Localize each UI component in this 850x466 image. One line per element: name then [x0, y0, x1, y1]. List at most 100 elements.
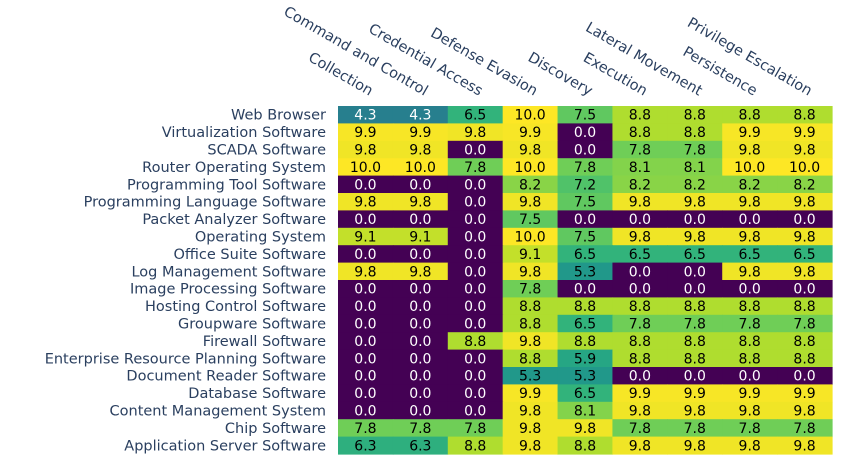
- cell-value-label: 7.8: [519, 282, 541, 298]
- cell-value-label: 0.0: [409, 212, 431, 228]
- cell-value-label: 5.9: [574, 351, 596, 367]
- heatmap-cell: [667, 384, 723, 403]
- cell-value-label: 0.0: [409, 351, 431, 367]
- heatmap-cell: [502, 314, 559, 333]
- cell-value-label: 0.0: [409, 177, 431, 193]
- heatmap-cell: [612, 349, 668, 368]
- y-tick-label-document-reader-software: Document Reader Software: [126, 369, 326, 385]
- heatmap-cell: [777, 314, 833, 333]
- heatmap-cell: [612, 158, 668, 177]
- cell-value-label: 8.8: [629, 334, 651, 350]
- cell-value-label: 7.8: [629, 421, 651, 437]
- cell-value-label: 0.0: [409, 404, 431, 420]
- cell-value-label: 8.8: [684, 334, 706, 350]
- cell-value-label: 0.0: [409, 334, 431, 350]
- cell-value-label: 9.8: [354, 264, 376, 280]
- cell-value-label: 0.0: [354, 386, 376, 402]
- heatmap-cell: [557, 280, 614, 298]
- heatmap-cell: [667, 280, 723, 298]
- cell-value-label: 0.0: [464, 317, 486, 333]
- heatmap-cell: [502, 280, 559, 298]
- heatmap-cell: [338, 280, 394, 298]
- heatmap-cell: [338, 332, 394, 351]
- heatmap-cell: [502, 419, 559, 438]
- cell-value-label: 8.8: [684, 299, 706, 315]
- heatmap-cell: [447, 245, 504, 264]
- heatmap-cell: [392, 210, 449, 229]
- heatmap-cell: [502, 106, 559, 124]
- cell-value-label: 7.5: [574, 195, 596, 211]
- cell-value-label: 8.2: [519, 177, 541, 193]
- heatmap-cell: [557, 332, 614, 351]
- heatmap-cell: [722, 140, 778, 159]
- heatmap-cell: [667, 349, 723, 368]
- y-tick-label-hosting-control-software: Hosting Control Software: [145, 299, 326, 315]
- cell-value-label: 6.5: [574, 247, 596, 263]
- heatmap-cell: [392, 280, 449, 298]
- heatmap-cell: [557, 262, 614, 281]
- heatmap-cell: [612, 332, 668, 351]
- heatmap-cell: [667, 140, 723, 159]
- cell-value-label: 6.5: [629, 247, 651, 263]
- cell-value-label: 0.0: [464, 299, 486, 315]
- y-tick-label-groupware-software: Groupware Software: [178, 317, 326, 333]
- cell-value-label: 0.0: [464, 247, 486, 263]
- cell-value-label: 8.2: [629, 177, 651, 193]
- cell-value-label: 9.8: [793, 143, 815, 159]
- cell-value-label: 7.5: [519, 212, 541, 228]
- heatmap-cell: [612, 123, 668, 142]
- heatmap-cell: [447, 401, 504, 420]
- heatmap-cell: [557, 227, 614, 246]
- heatmap-cell: [777, 419, 833, 438]
- y-tick-label-enterprise-resource-planning-software: Enterprise Resource Planning Software: [45, 351, 326, 367]
- heatmap-cell: [557, 401, 614, 420]
- heatmap-cell: [777, 332, 833, 351]
- cell-value-label: 10.0: [405, 160, 436, 176]
- heatmap-cell: [777, 280, 833, 298]
- y-tick-label-application-server-software: Application Server Software: [124, 438, 326, 454]
- cell-value-label: 7.8: [739, 317, 761, 333]
- cell-value-label: 8.8: [629, 108, 651, 124]
- heatmap-cells: [338, 106, 833, 455]
- cell-value-label: 0.0: [464, 177, 486, 193]
- heatmap-cell: [777, 227, 833, 246]
- heatmap-cell: [612, 227, 668, 246]
- heatmap-cell: [667, 158, 723, 177]
- cell-value-label: 0.0: [684, 212, 706, 228]
- cell-value-label: 9.8: [354, 195, 376, 211]
- heatmap-cell: [392, 297, 449, 316]
- heatmap-cell: [557, 140, 614, 159]
- heatmap-cell: [777, 210, 833, 229]
- cell-value-label: 0.0: [464, 230, 486, 246]
- cell-value-label: 7.5: [574, 230, 596, 246]
- heatmap-cell: [557, 106, 614, 124]
- y-tick-label-operating-system: Operating System: [195, 230, 326, 246]
- heatmap-cell: [447, 210, 504, 229]
- cell-value-label: 0.0: [354, 369, 376, 385]
- cell-value-label: 8.8: [629, 125, 651, 141]
- heatmap-cell: [612, 384, 668, 403]
- heatmap-cell: [338, 193, 394, 211]
- y-tick-label-virtualization-software: Virtualization Software: [162, 125, 326, 141]
- heatmap-cell: [722, 332, 778, 351]
- cell-value-label: 0.0: [464, 351, 486, 367]
- heatmap-cell: [612, 245, 668, 264]
- cell-value-label: 7.8: [574, 160, 596, 176]
- heatmap-cell: [777, 384, 833, 403]
- cell-value-label: 6.5: [574, 386, 596, 402]
- cell-value-label: 8.8: [684, 351, 706, 367]
- heatmap-cell: [392, 158, 449, 177]
- y-tick-label-office-suite-software: Office Suite Software: [174, 247, 327, 263]
- heatmap-cell: [502, 401, 559, 420]
- heatmap-cell: [447, 227, 504, 246]
- heatmap-cell: [612, 436, 668, 455]
- heatmap-cell: [447, 158, 504, 177]
- cell-value-label: 0.0: [409, 369, 431, 385]
- cell-value-label: 9.8: [793, 230, 815, 246]
- heatmap-cell: [392, 314, 449, 333]
- heatmap-cell: [722, 262, 778, 281]
- cell-value-label: 9.8: [464, 125, 486, 141]
- cell-value-label: 7.8: [793, 421, 815, 437]
- cell-value-label: 9.8: [519, 264, 541, 280]
- heatmap-cell: [722, 314, 778, 333]
